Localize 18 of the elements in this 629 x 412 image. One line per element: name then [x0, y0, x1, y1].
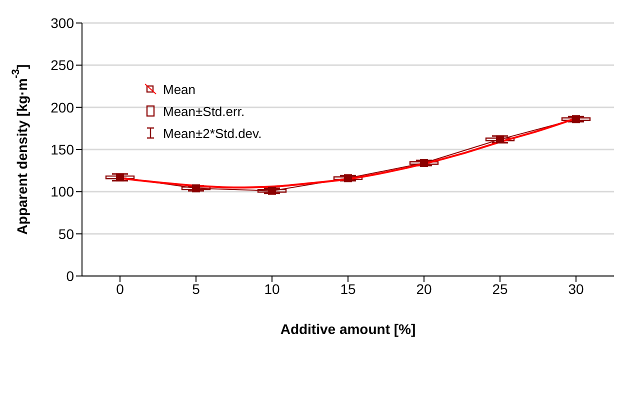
- y-tick-label: 50: [58, 226, 74, 242]
- y-tick-label: 0: [66, 268, 74, 284]
- x-tick-label: 20: [416, 280, 432, 297]
- x-tick-label: 30: [568, 280, 584, 297]
- legend-label: Mean±2*Std.dev.: [163, 126, 262, 140]
- legend-label: Mean±Std.err.: [163, 104, 245, 118]
- x-tick-label: 10: [264, 280, 280, 297]
- legend-label: Mean: [163, 82, 196, 96]
- y-tick-label: 300: [50, 14, 74, 31]
- y-tick-label: 250: [50, 57, 74, 74]
- y-tick-label: 150: [50, 141, 74, 158]
- x-tick-label: 25: [492, 280, 508, 297]
- y-tick-label: 100: [50, 184, 74, 200]
- x-tick-label: 15: [340, 280, 356, 297]
- x-axis-title: Additive amount [%]: [280, 321, 416, 337]
- x-tick-label: 5: [192, 280, 200, 297]
- y-tick-label: 200: [50, 99, 74, 116]
- x-tick-label: 0: [116, 280, 124, 297]
